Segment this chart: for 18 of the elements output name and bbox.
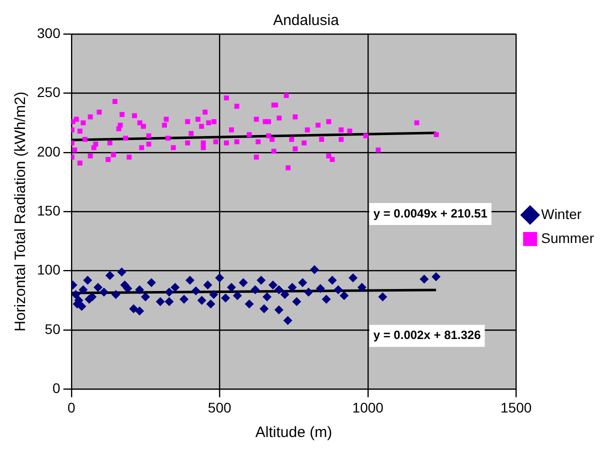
y-tick-label: 0 (52, 380, 61, 396)
legend-label: Summer (541, 230, 594, 246)
y-tick-label: 100 (37, 262, 61, 278)
y-tick-label: 50 (44, 320, 61, 337)
x-tick-label: 1000 (352, 399, 384, 416)
x-tick-label: 1500 (500, 399, 532, 416)
x-axis-title: Altitude (m) (255, 424, 332, 442)
legend-label: Winter (541, 206, 582, 222)
chart-title: Andalusia (273, 12, 340, 30)
annotation: y = 0.0049x + 210.51 (373, 206, 488, 220)
annotation: y = 0.002x + 81.326 (373, 328, 482, 342)
y-axis-title: Horizontal Total Radiation (kWh/m2) (12, 92, 30, 332)
y-tick-label: 200 (37, 143, 61, 160)
y-tick-label: 150 (37, 202, 61, 218)
x-tick-label: 0 (67, 399, 76, 416)
y-tick-label: 300 (37, 24, 61, 41)
y-tick-label: 250 (37, 84, 61, 100)
x-tick-label: 500 (208, 399, 232, 416)
